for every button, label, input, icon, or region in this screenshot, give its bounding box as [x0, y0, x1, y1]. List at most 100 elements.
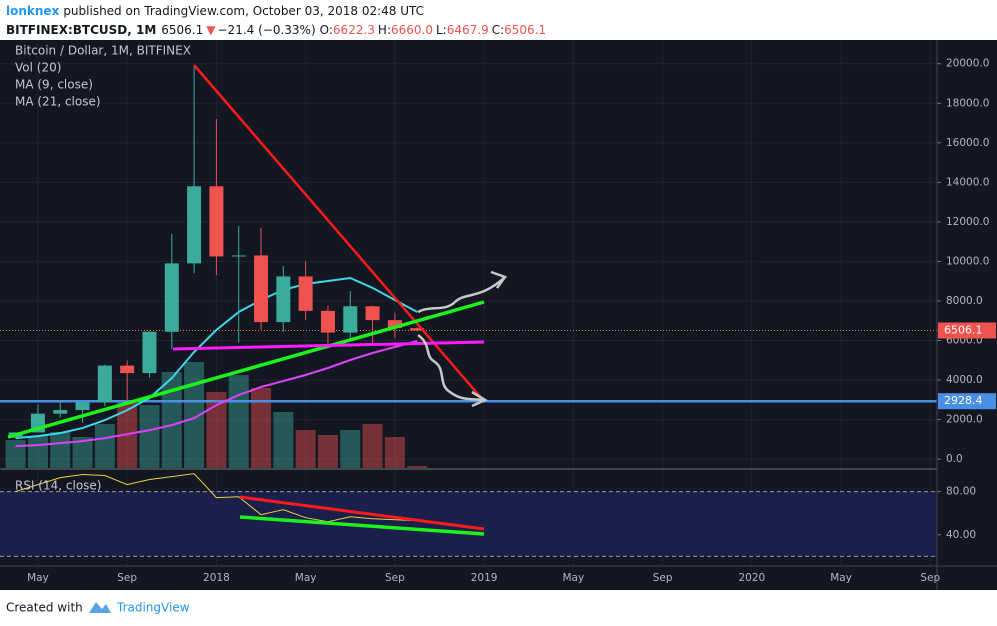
x-tick-label: May: [562, 572, 584, 584]
drawings: [7, 64, 507, 536]
legend-ma9: MA (9, close): [15, 78, 93, 92]
volume-bar: [206, 392, 227, 468]
candle-body: [53, 410, 68, 414]
y-tick-label: 12000.0: [946, 216, 989, 228]
o-label: O:: [320, 23, 333, 37]
candle-body: [320, 310, 335, 333]
down-arrow: [417, 333, 486, 402]
volume-bar: [184, 362, 205, 468]
volume-bar: [384, 437, 405, 468]
y-tick-label: 20000.0: [946, 58, 989, 70]
candle-body: [120, 365, 135, 374]
footer-background: [0, 590, 997, 626]
volume-bar: [273, 412, 294, 468]
volume-bar: [27, 436, 48, 468]
volume-bar: [362, 424, 383, 468]
symbol-line: BITFINEX:BTCUSD, 1M 6506.1 ▼ −21.4 (−0.33%)…: [6, 23, 546, 37]
publish-line: lonknex published on TradingView.com, Oct…: [6, 4, 424, 18]
l-label: L:: [436, 23, 447, 37]
x-tick-label: Sep: [653, 572, 673, 584]
candle-body: [75, 402, 90, 411]
c-label: C:: [492, 23, 504, 37]
c-value: 6506.1: [504, 23, 546, 37]
x-tick-label: Sep: [117, 572, 137, 584]
last-price-label: 6506.1: [944, 323, 983, 336]
footer-brand[interactable]: TradingView: [116, 601, 190, 615]
candle-body: [365, 306, 380, 321]
x-tick-label: May: [830, 572, 852, 584]
down-arrow-head: [471, 390, 488, 408]
legend-ma21: MA (21, close): [15, 95, 101, 109]
candle-body: [387, 320, 402, 329]
candle-body: [164, 263, 179, 332]
y-tick-label: 8000.0: [946, 295, 983, 307]
volume-bar: [340, 430, 361, 468]
candle-body: [231, 255, 246, 257]
hline-label: 2928.4: [944, 394, 983, 407]
x-tick-label: May: [27, 572, 49, 584]
arrow: ▼: [206, 23, 216, 37]
volume-bar: [251, 388, 272, 468]
x-tick-label: 2018: [203, 572, 230, 584]
h-label: H:: [378, 23, 391, 37]
volume-bar: [72, 437, 93, 468]
footer-created: Created with: [6, 601, 83, 615]
volume-bar: [5, 440, 26, 468]
volume-bar: [50, 432, 71, 468]
candle-body: [276, 276, 291, 323]
x-tick-label: May: [295, 572, 317, 584]
grid: [0, 40, 941, 565]
candle-body: [142, 331, 157, 374]
volume-bar: [139, 405, 160, 468]
l-value: 6467.9: [447, 23, 489, 37]
x-tick-label: Sep: [920, 572, 940, 584]
up-arrow-head: [490, 270, 507, 289]
rsi-line: [15, 473, 418, 523]
last-price-box: [938, 322, 996, 339]
x-tick-label: Sep: [385, 572, 405, 584]
author[interactable]: lonknex: [6, 4, 60, 18]
rsi-y-tick-label: 80.00: [946, 486, 976, 498]
y-tick-label: 16000.0: [946, 137, 989, 149]
logo-icon: [89, 602, 111, 613]
volume-bar: [161, 372, 182, 468]
candle-body: [410, 328, 425, 331]
y-tick-label: 18000.0: [946, 97, 989, 109]
y-tick-label: 0.0: [946, 453, 963, 465]
volume-bar: [228, 375, 249, 468]
candle-body: [97, 365, 112, 403]
rsi-y-tick-label: 40.00: [946, 529, 976, 541]
published: published on TradingView.com, October 03…: [63, 4, 424, 18]
candle-body: [187, 186, 202, 264]
x-tick-label: 2019: [471, 572, 498, 584]
legend-volume: Vol (20): [15, 61, 61, 75]
volume-bar: [94, 424, 115, 468]
o-value: 6622.3: [333, 23, 375, 37]
axes: [0, 40, 997, 590]
volume-bar: [317, 435, 338, 468]
volume-bar: [407, 466, 428, 468]
x-tick-label: 2020: [738, 572, 765, 584]
y-tick-label: 4000.0: [946, 374, 983, 386]
candle-body: [254, 255, 269, 323]
ma-line: [15, 276, 418, 440]
change: −21.4 (−0.33%): [218, 23, 316, 37]
volume-bar: [295, 430, 316, 468]
magenta-line: [172, 340, 485, 351]
rsi-band-fill: [0, 491, 937, 557]
legend-rsi: RSI (14, close): [15, 479, 101, 493]
y-tick-label: 10000.0: [946, 255, 989, 267]
ma-line: [15, 340, 418, 448]
rsi-green-line: [239, 515, 485, 536]
rsi-red-line: [239, 495, 485, 531]
y-tick-label: 14000.0: [946, 176, 989, 188]
green-trendline: [7, 300, 485, 439]
candle-body: [343, 306, 358, 333]
symbol: BITFINEX:BTCUSD, 1M: [6, 23, 156, 37]
hline-box: [938, 393, 996, 410]
candle-body: [209, 186, 224, 257]
candle-body: [298, 276, 313, 311]
y-tick-label: 2000.0: [946, 414, 983, 426]
h-value: 6660.0: [391, 23, 433, 37]
